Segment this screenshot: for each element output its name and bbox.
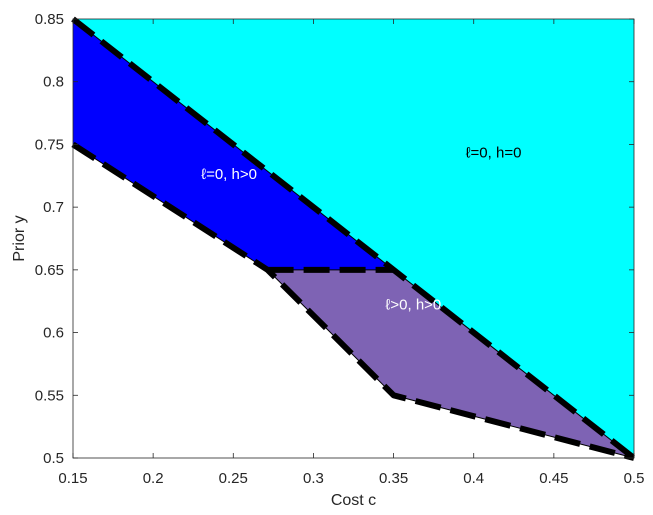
x-tick-label: 0.2 (143, 470, 164, 487)
x-tick-label: 0.35 (379, 470, 408, 487)
y-tick-label: 0.5 (43, 450, 64, 467)
x-tick-label: 0.5 (624, 470, 645, 487)
x-tick-label: 0.15 (58, 470, 87, 487)
region-3 (267, 269, 634, 458)
x-tick-label: 0.25 (219, 470, 248, 487)
boundary-lower-line (72, 144, 635, 459)
y-axis-label: Prior y (11, 215, 28, 261)
plot-frame (72, 18, 635, 459)
x-tick-label: 0.4 (463, 470, 484, 487)
x-tick-label: 0.45 (539, 470, 568, 487)
y-tick-label: 0.75 (35, 136, 64, 153)
region-label-2: ℓ=0, h>0 (201, 166, 257, 183)
region-labels-layer: ℓ=0, h=0 ℓ=0, h>0 ℓ>0, h>0 (201, 145, 521, 314)
y-tick-label: 0.7 (43, 199, 64, 216)
region-label-1: ℓ=0, h=0 (466, 145, 522, 162)
y-tick-label: 0.85 (35, 11, 64, 28)
ticks-layer: 0.15 0.2 0.25 0.3 0.35 0.4 0.45 0.5 0.5 0.55 0.6 0.… (35, 11, 645, 487)
boundary-upper-line (72, 18, 635, 459)
x-axis-label: Cost c (331, 492, 376, 509)
y-tick-label: 0.65 (35, 262, 64, 279)
region-label-3: ℓ>0, h>0 (386, 296, 442, 313)
boundaries-layer (71, 16, 636, 461)
y-tick-label: 0.6 (43, 325, 64, 342)
x-tick-label: 0.3 (303, 470, 324, 487)
y-tick-label: 0.55 (35, 387, 64, 404)
y-tick-label: 0.8 (43, 74, 64, 91)
